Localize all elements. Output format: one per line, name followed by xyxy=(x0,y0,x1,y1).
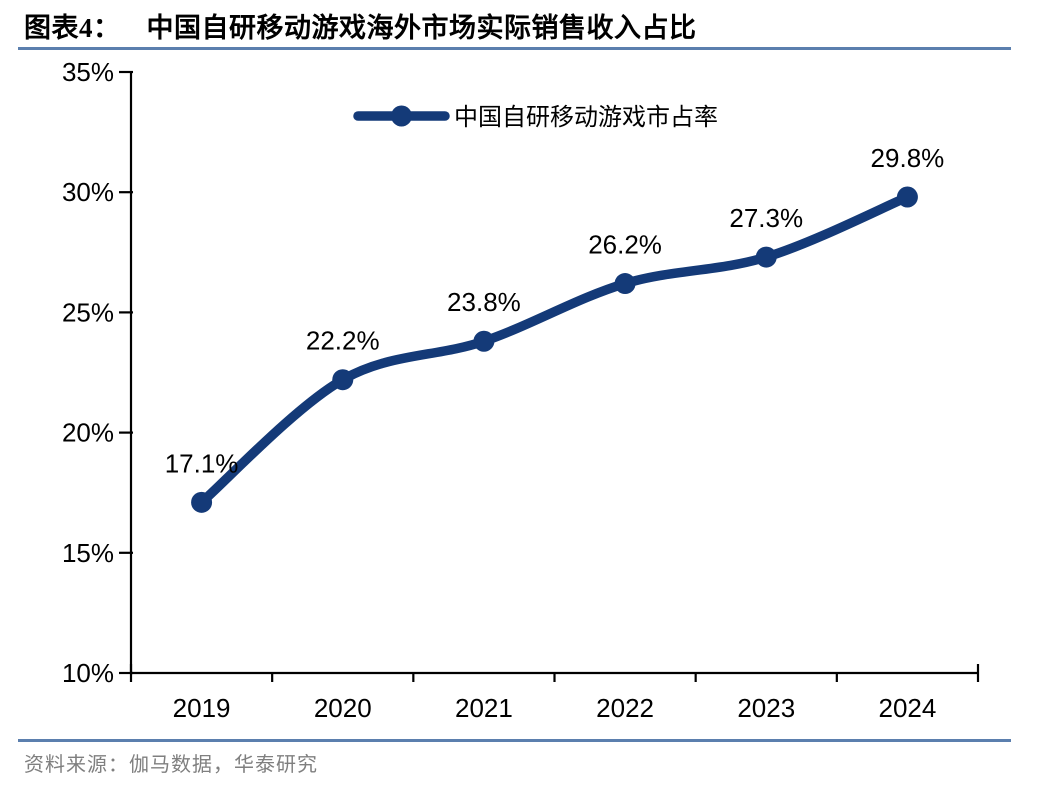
y-axis-tick-label: 30% xyxy=(62,177,114,207)
chart-header: 图表4： 中国自研移动游戏海外市场实际销售收入占比 xyxy=(24,6,1020,45)
data-label-2024: 29.8% xyxy=(871,143,945,173)
y-axis-tick-label: 10% xyxy=(62,658,114,688)
data-label-2022: 26.2% xyxy=(588,230,662,260)
source-note: 资料来源：伽马数据，华泰研究 xyxy=(24,754,318,776)
data-point-2020 xyxy=(332,369,354,391)
y-axis-tick-label: 20% xyxy=(62,418,114,448)
data-label-2023: 27.3% xyxy=(729,203,803,233)
data-point-2023 xyxy=(755,246,777,268)
page-title: 中国自研移动游戏海外市场实际销售收入占比 xyxy=(146,13,697,43)
line-chart: 10% 15% 20% 25% 30% 35% 2019 2020 2021 2022 2023 20… xyxy=(62,57,980,723)
legend-marker-swatch xyxy=(391,105,412,127)
y-axis-tick-label: 15% xyxy=(62,538,114,568)
data-point-2021 xyxy=(473,330,495,352)
y-axis-tick-label: 25% xyxy=(62,297,114,327)
x-axis-tick-label: 2021 xyxy=(455,693,513,723)
axes xyxy=(129,72,978,675)
data-label-2020: 22.2% xyxy=(306,326,380,356)
series-line xyxy=(196,192,913,508)
x-axis-tick-label: 2020 xyxy=(314,693,372,723)
y-axis-tick-label: 35% xyxy=(62,57,114,87)
x-axis-tick-label: 2023 xyxy=(737,693,795,723)
data-point-2022 xyxy=(614,273,636,295)
footer-divider xyxy=(18,739,1011,742)
data-point-2019 xyxy=(191,491,213,513)
data-label-2019: 17.1% xyxy=(165,448,239,478)
x-axis-tick-label: 2024 xyxy=(878,693,936,723)
data-point-2024 xyxy=(896,186,918,208)
x-axis-tick-label: 2019 xyxy=(173,693,231,723)
x-axis-tick-label: 2022 xyxy=(596,693,654,723)
legend-label: 中国自研移动游戏市占率 xyxy=(454,104,718,131)
legend: 中国自研移动游戏市占率 xyxy=(353,104,718,131)
title-divider xyxy=(18,47,1011,50)
data-label-2021: 23.8% xyxy=(447,287,521,317)
chart-number-label: 图表4： xyxy=(24,13,121,43)
